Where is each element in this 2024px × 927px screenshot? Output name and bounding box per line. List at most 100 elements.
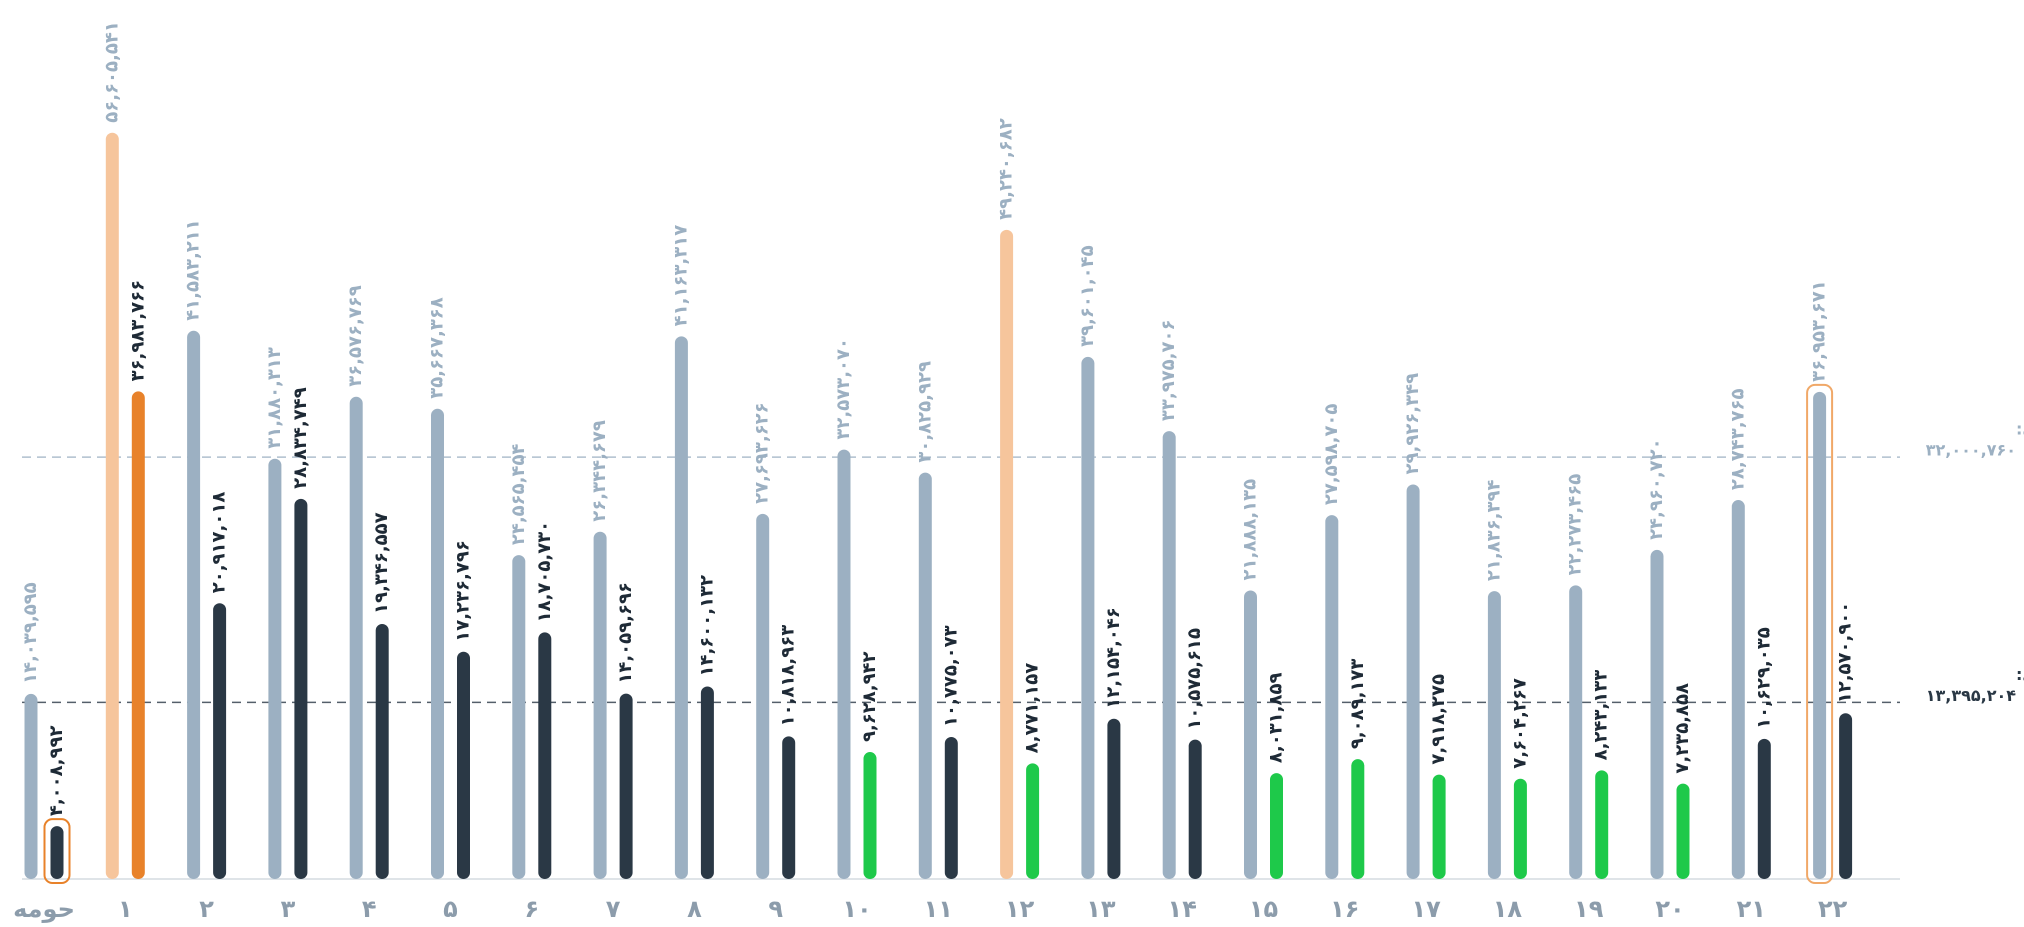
bar — [349, 396, 363, 879]
bar — [918, 472, 932, 879]
bar — [1569, 585, 1583, 879]
bar — [1162, 431, 1176, 879]
x-tick-label: ۱۶ — [1330, 895, 1359, 923]
bar — [1000, 229, 1014, 879]
value-label: ۴۱,۱۶۳,۳۱۷ — [670, 225, 691, 327]
x-tick-label: ۸ — [687, 895, 702, 923]
bar — [538, 632, 552, 879]
bar — [1081, 356, 1095, 879]
x-tick-label: ۱۹ — [1574, 895, 1604, 923]
value-label: ۱۴,۶۰۰,۱۳۲ — [696, 575, 717, 677]
bar — [837, 449, 851, 879]
value-label: ۲۸,۷۴۳,۷۶۵ — [1727, 388, 1748, 490]
bar — [1650, 549, 1664, 879]
bar — [756, 513, 770, 879]
value-label: ۱۸,۷۰۵,۷۳۰ — [534, 521, 555, 623]
bar — [674, 336, 688, 879]
value-label: ۳۶,۵۷۶,۷۶۹ — [345, 285, 366, 387]
value-label: ۲۱,۸۸۸,۱۳۵ — [1240, 479, 1261, 581]
reference-value: ۱۳,۳۹۵,۲۰۴ — [1926, 686, 2017, 705]
reference-value: ۳۲,۰۰۰,۷۶۰ — [1926, 441, 2016, 460]
x-tick-label: ۱۳ — [1086, 895, 1116, 923]
value-label: ۱۴,۰۳۹,۵۹۵ — [20, 582, 41, 684]
value-label: ۲۱,۸۳۶,۳۹۴ — [1483, 480, 1504, 582]
value-label: ۵۶,۶۰۵,۵۴۱ — [101, 21, 122, 123]
x-tick-label: ۲۲ — [1818, 895, 1848, 923]
value-label: ۲۴,۵۶۵,۴۵۴ — [508, 444, 529, 546]
bar — [512, 555, 526, 879]
bar — [1676, 783, 1690, 879]
bar — [1513, 778, 1527, 879]
bar — [187, 330, 201, 879]
value-label: ۱۰,۶۲۹,۰۳۵ — [1753, 627, 1774, 729]
x-tick-label: ۱۰ — [842, 895, 871, 923]
bar — [782, 736, 796, 879]
value-label: ۲۷,۶۹۳,۶۲۶ — [752, 402, 773, 504]
value-label: ۴۹,۲۴۰,۶۸۲ — [996, 118, 1017, 220]
bar — [619, 693, 633, 879]
value-label: ۲۸,۸۳۴,۷۴۹ — [290, 387, 311, 489]
x-tick-label: ۵ — [443, 895, 458, 923]
value-label: ۲۹,۹۲۶,۳۴۹ — [1402, 373, 1423, 475]
x-tick-label: ۱۲ — [1005, 895, 1035, 923]
value-label: ۲۲,۲۷۳,۴۶۵ — [1565, 474, 1586, 576]
value-label: ۱۲,۱۵۴,۰۴۶ — [1103, 607, 1124, 709]
value-label: ۳۰,۸۲۵,۹۲۹ — [914, 361, 935, 463]
bar — [1026, 763, 1040, 879]
bar — [1432, 774, 1446, 879]
bar — [1813, 391, 1827, 879]
value-label: ۳۲,۵۷۳,۰۷۰ — [833, 338, 854, 440]
bar — [1487, 591, 1501, 879]
value-label: ۸,۷۷۱,۱۵۷ — [1022, 663, 1043, 754]
x-tick-label: ۴ — [362, 895, 377, 923]
value-label: ۳۶,۹۸۳,۷۶۶ — [127, 280, 148, 382]
bar — [1188, 739, 1202, 879]
bar — [944, 736, 958, 879]
value-label: ۱۰,۵۷۵,۶۱۵ — [1184, 628, 1205, 730]
value-label: ۱۲,۵۷۰,۹۰۰ — [1835, 602, 1856, 704]
bar — [268, 458, 282, 879]
bar — [213, 603, 227, 879]
x-tick-label: ۱۷ — [1411, 895, 1441, 923]
value-label: ۹,۶۲۸,۹۴۲ — [859, 651, 880, 742]
value-label: ۲۰,۹۱۷,۰۱۸ — [209, 492, 230, 594]
x-tick-label: ۳ — [281, 895, 296, 923]
x-tick-label: ۷ — [606, 895, 621, 923]
value-label: ۳۶,۹۵۳,۶۷۱ — [1809, 280, 1830, 382]
bar — [1595, 770, 1609, 879]
bar — [1839, 713, 1853, 879]
bar — [1244, 590, 1257, 879]
x-tick-label: ۱ — [118, 895, 133, 923]
value-label: ۳۳,۹۷۵,۷۰۶ — [1158, 320, 1179, 422]
bar — [1270, 773, 1283, 879]
value-label: ۲۶,۳۴۴,۶۷۹ — [589, 420, 610, 522]
bar — [863, 752, 877, 879]
highlight-outline — [43, 818, 71, 885]
bar — [431, 408, 444, 879]
value-label: ۸,۰۳۱,۸۵۹ — [1266, 673, 1287, 764]
value-label: ۱۷,۲۳۶,۷۹۶ — [453, 540, 474, 642]
value-label: ۲۷,۵۹۸,۷۰۵ — [1321, 404, 1342, 506]
x-tick-label: حومه — [13, 895, 75, 923]
bar — [1325, 515, 1339, 879]
bar — [375, 623, 389, 879]
bar — [700, 686, 714, 879]
bar — [1107, 718, 1121, 879]
bar — [1351, 759, 1365, 879]
bar — [1757, 738, 1771, 879]
value-label: ۷,۲۳۵,۸۵۸ — [1672, 683, 1693, 774]
x-tick-label: ۱۴ — [1168, 895, 1197, 923]
value-label: ۱۹,۳۴۶,۵۵۷ — [371, 512, 392, 614]
value-label: ۲۴,۹۶۰,۷۲۰ — [1646, 438, 1667, 540]
bar — [1406, 484, 1420, 879]
value-label: ۳۵,۶۶۷,۳۶۸ — [427, 297, 448, 399]
value-label: ۷,۶۰۴,۲۶۷ — [1509, 678, 1530, 769]
x-tick-label: ۲۱ — [1737, 895, 1766, 923]
x-tick-label: ۱۱ — [924, 895, 953, 923]
x-tick-label: ۲ — [199, 895, 214, 923]
value-label: ۴۱,۵۸۳,۲۱۱ — [183, 219, 204, 321]
reference-label: میانگین اداری و تجاری: — [2016, 420, 2024, 439]
bar — [294, 498, 308, 879]
